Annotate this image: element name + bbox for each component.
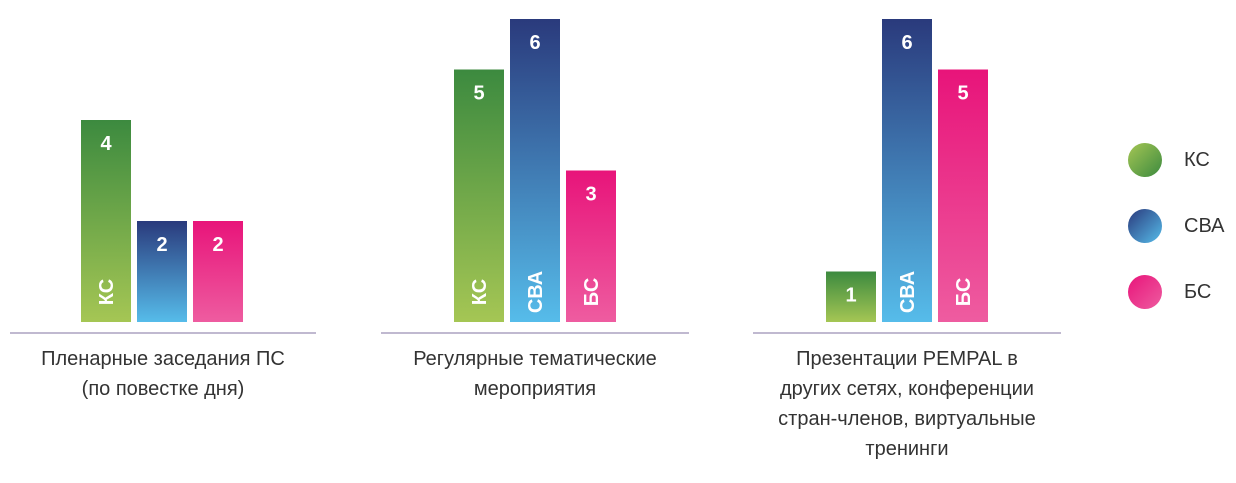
bar-group3-sva bbox=[882, 19, 932, 322]
group-caption-line: Презентации PEMPAL в bbox=[796, 348, 1018, 370]
legend-label-bs: БС bbox=[1184, 280, 1212, 303]
bar-group3-bs bbox=[938, 69, 988, 322]
group-caption-line: мероприятия bbox=[473, 378, 597, 400]
group-caption-1: Пленарные заседания ПС (по повестке дня) bbox=[3, 344, 323, 404]
data-label-group1-sva: 2 bbox=[156, 234, 167, 256]
bar-series-label-group3-sva: СВА bbox=[897, 271, 919, 313]
data-label-group2-sva: 6 bbox=[529, 32, 540, 54]
bar-group1-bs bbox=[193, 221, 243, 322]
group-caption-line: стран-членов, виртуальные bbox=[778, 408, 1036, 430]
data-label-group1-bs: 2 bbox=[212, 234, 223, 256]
legend: КС СВА БС bbox=[1128, 138, 1224, 336]
bar-group1-ks bbox=[81, 120, 131, 322]
data-label-group3-ks: 1 bbox=[845, 285, 856, 307]
group-caption-line: других сетях, конференции bbox=[780, 378, 1034, 400]
bar-group2-bs bbox=[566, 170, 616, 322]
bar-series-label-group3-bs: БС bbox=[953, 278, 975, 307]
legend-item-sva: СВА bbox=[1128, 204, 1224, 248]
group-caption-line: Регулярные тематические bbox=[413, 348, 657, 370]
legend-label-sva: СВА bbox=[1184, 214, 1225, 237]
group-caption-line: тренинги bbox=[865, 438, 949, 460]
bar-group2-sva bbox=[510, 19, 560, 322]
group-caption-2: Регулярные тематические мероприятия bbox=[375, 344, 695, 404]
bar-series-label-group2-sva: СВА bbox=[525, 271, 547, 313]
bar-series-label-group1-ks: КС bbox=[96, 279, 118, 305]
group-caption-3: Презентации PEMPAL в других сетях, конфер… bbox=[747, 344, 1067, 464]
bar-series-label-group2-ks: КС bbox=[469, 279, 491, 305]
legend-item-bs: БС bbox=[1128, 270, 1224, 314]
legend-swatch-ks bbox=[1128, 143, 1162, 177]
legend-swatch-sva bbox=[1128, 209, 1162, 243]
bar-group2-ks bbox=[454, 69, 504, 322]
group-caption-line: (по повестке дня) bbox=[81, 378, 245, 400]
data-label-group3-sva: 6 bbox=[901, 32, 912, 54]
legend-label-ks: КС bbox=[1184, 148, 1210, 171]
group-caption-line: Пленарные заседания ПС bbox=[41, 348, 285, 370]
data-label-group2-ks: 5 bbox=[473, 83, 484, 105]
bar-group1-sva bbox=[137, 221, 187, 322]
data-label-group2-bs: 3 bbox=[585, 184, 596, 206]
bar-series-label-group2-bs: БС bbox=[581, 278, 603, 307]
legend-swatch-bs bbox=[1128, 275, 1162, 309]
data-label-group1-ks: 4 bbox=[100, 133, 112, 155]
legend-item-ks: КС bbox=[1128, 138, 1224, 182]
data-label-group3-bs: 5 bbox=[957, 83, 968, 105]
bar-group3-ks bbox=[826, 271, 876, 322]
